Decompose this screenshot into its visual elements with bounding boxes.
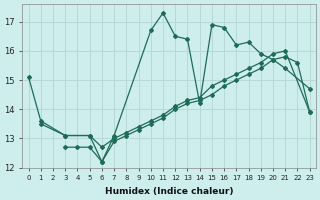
X-axis label: Humidex (Indice chaleur): Humidex (Indice chaleur)	[105, 187, 233, 196]
